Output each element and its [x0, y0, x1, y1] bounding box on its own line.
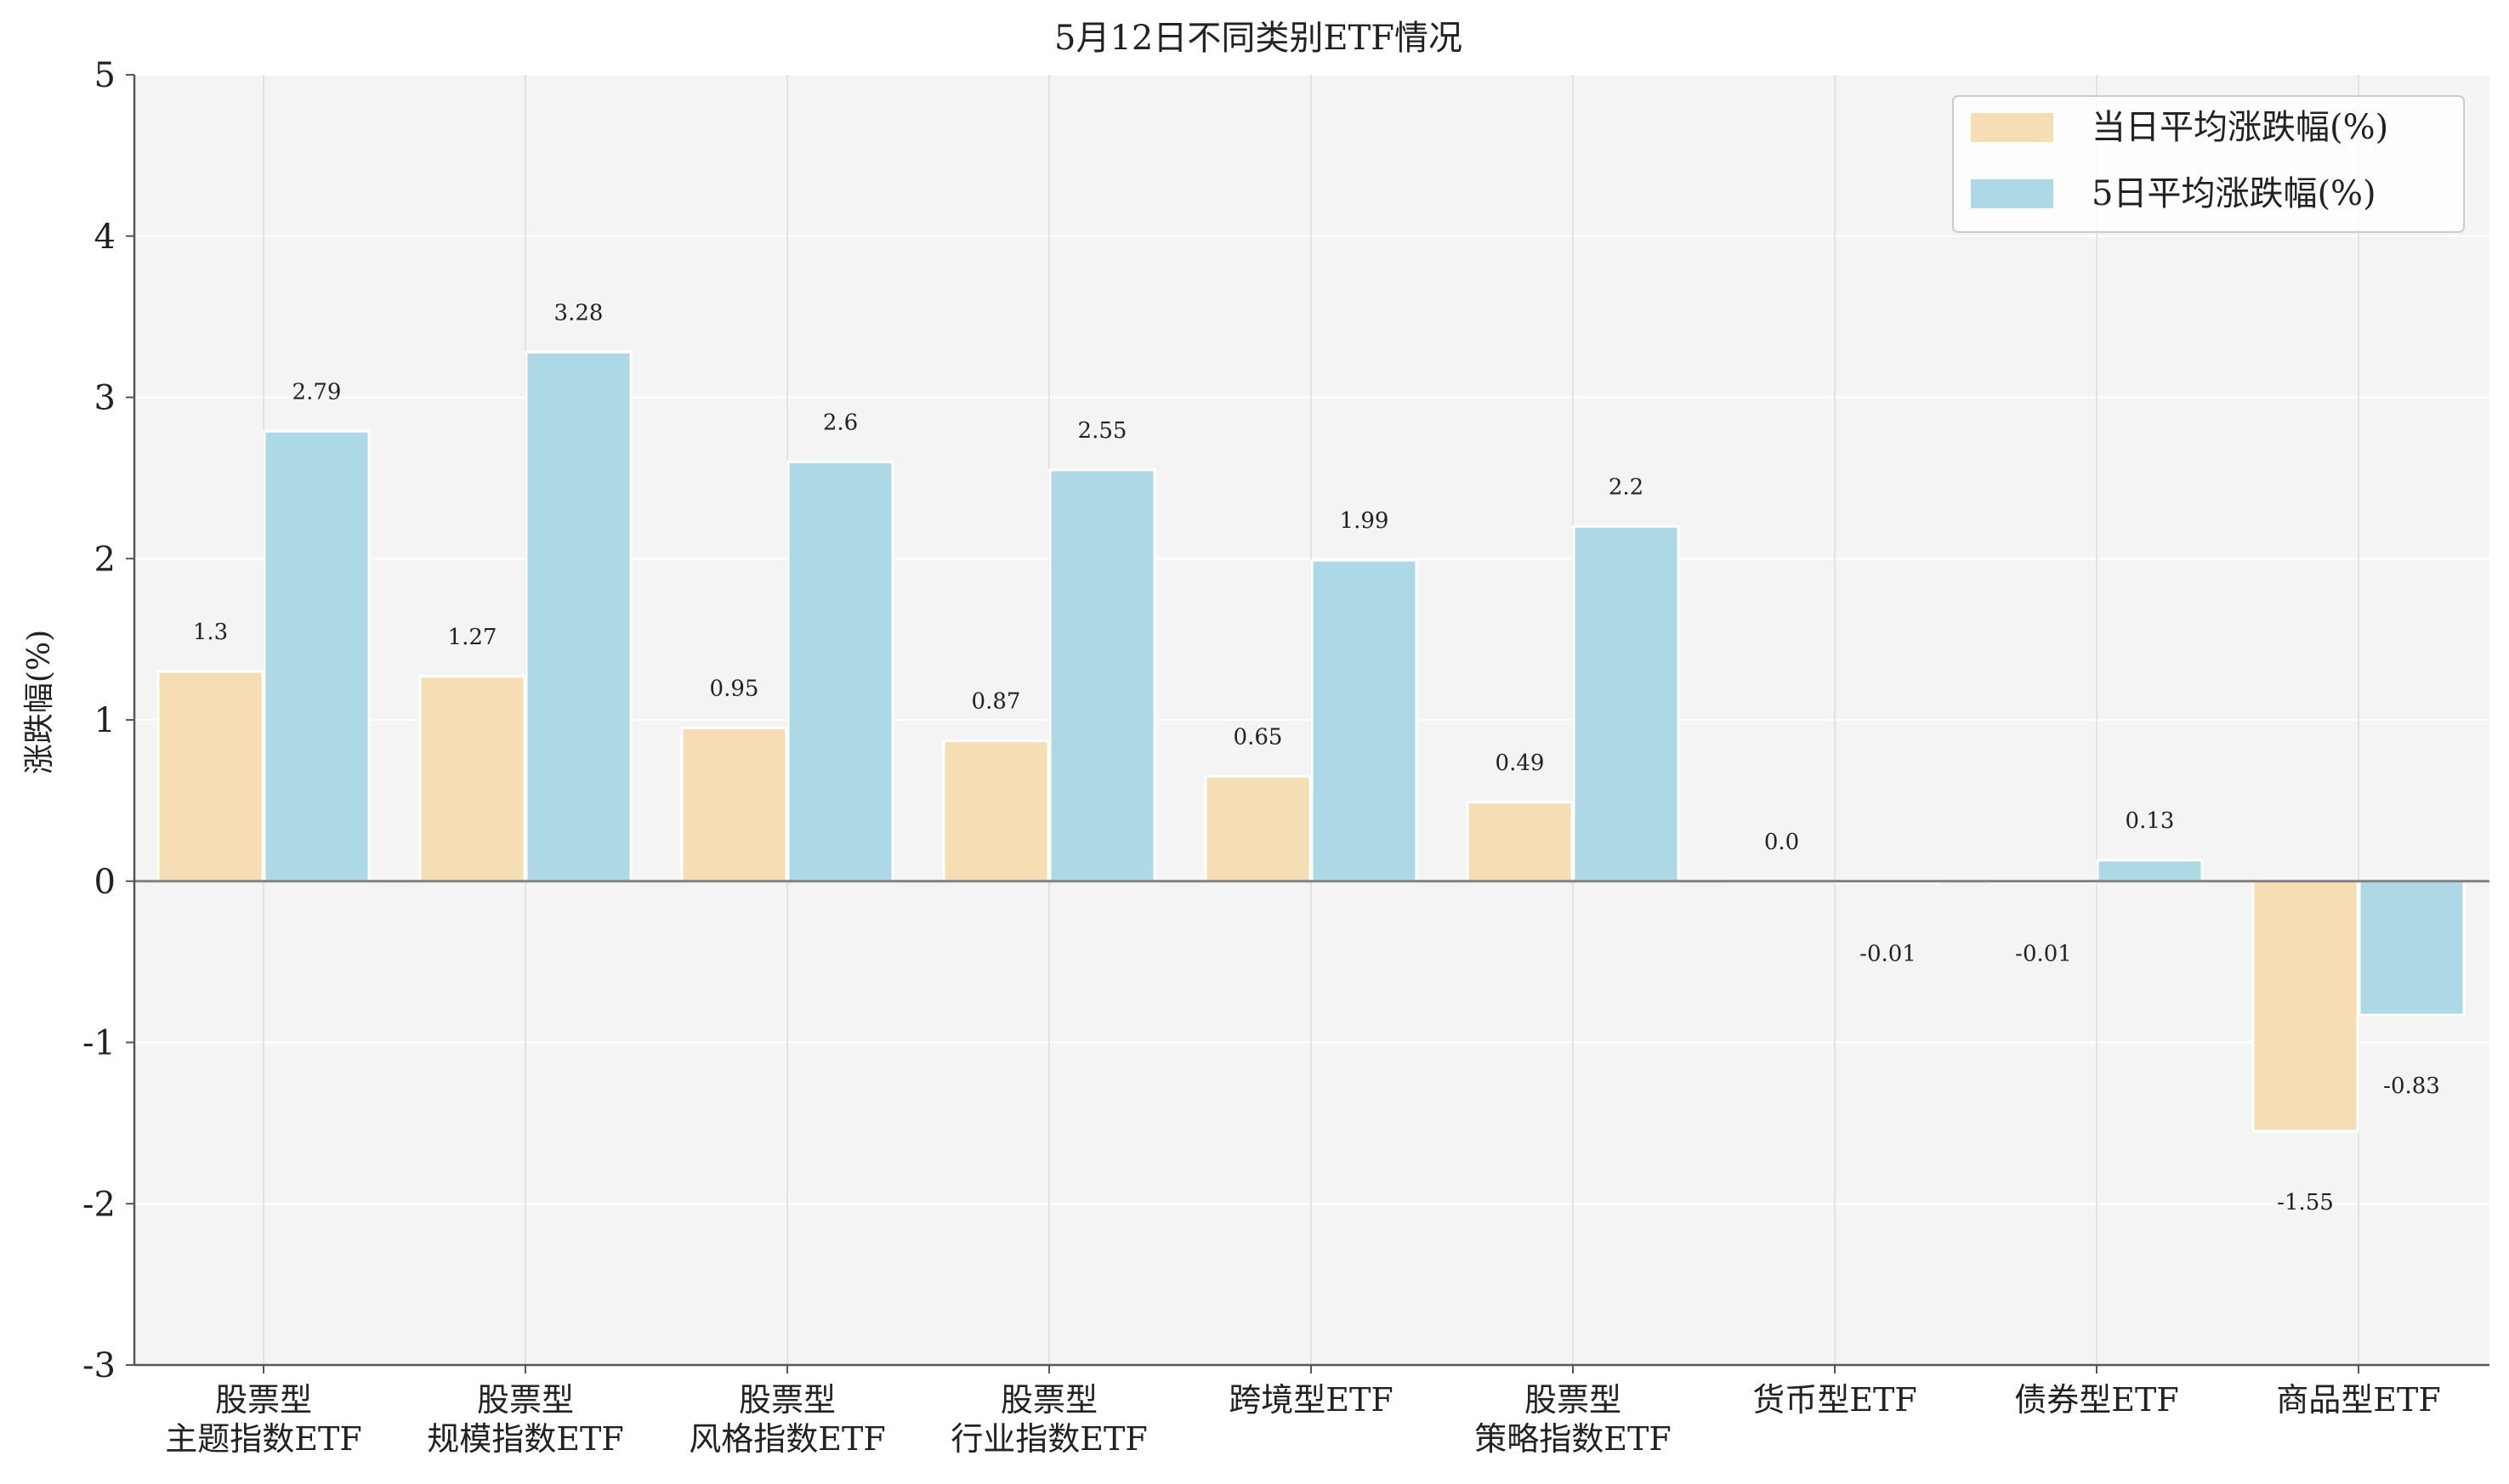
y-tick-label-6: 3	[94, 379, 116, 418]
bar-labels: 1.3 1.27 0.95 0.87 0.65 0.49 0.0 -0.01 -1.55 2.79…	[193, 300, 2440, 1215]
data-label-s1-c6: -0.01	[1859, 942, 1916, 967]
y-tick-label-0: -3	[82, 1346, 116, 1385]
legend-swatch-0	[1971, 113, 2053, 142]
data-label-s1-c4: 1.99	[1340, 508, 1389, 534]
bar-s0-c4	[1204, 774, 1312, 883]
data-label-s0-c4: 0.65	[1234, 724, 1283, 750]
data-label-s1-c0: 2.79	[292, 379, 342, 405]
x-tick-label-1-0: 股票型	[477, 1381, 574, 1419]
x-tick-label-3-0: 股票型	[1001, 1381, 1098, 1419]
bar-s0-c1	[418, 675, 526, 883]
y-tick-label-1: -2	[82, 1185, 116, 1224]
data-label-s1-c8: -0.83	[2383, 1073, 2440, 1099]
data-label-s1-c5: 2.2	[1609, 474, 1643, 500]
y-tick-label-7: 4	[94, 218, 116, 257]
chart-title: 5月12日不同类别ETF情况	[1054, 19, 1462, 58]
x-tick-label-6-0: 货币型ETF	[1752, 1381, 1916, 1419]
bar-s1-c7	[2096, 858, 2204, 883]
bar-s0-c0	[156, 670, 264, 883]
x-tick-label-2-0: 股票型	[739, 1381, 836, 1419]
x-tick-label-0-1: 主题指数ETF	[165, 1420, 361, 1458]
x-tick-label-5-1: 策略指数ETF	[1474, 1420, 1671, 1458]
x-tick-label-3-1: 行业指数ETF	[951, 1420, 1147, 1458]
bar-s0-c8	[2251, 880, 2359, 1133]
data-label-s1-c2: 2.6	[823, 410, 858, 435]
bar-s1-c2	[786, 460, 894, 883]
legend: 当日平均涨跌幅(%) 5日平均涨跌幅(%)	[1952, 95, 2465, 233]
y-tick-label-4: 1	[94, 701, 116, 740]
data-label-s1-c3: 2.55	[1078, 418, 1127, 444]
bar-s1-c4	[1310, 558, 1418, 883]
bars	[156, 350, 2466, 1133]
bar-s0-c3	[942, 739, 1050, 883]
x-tick-label-5-0: 股票型	[1524, 1381, 1621, 1419]
x-tick-label-1-1: 规模指数ETF	[427, 1420, 623, 1458]
x-tick-label-0-0: 股票型	[215, 1381, 312, 1419]
x-tick-label-2-1: 风格指数ETF	[689, 1420, 885, 1458]
y-tick-label-5: 2	[94, 540, 116, 579]
x-tick-labels: 股票型主题指数ETF股票型规模指数ETF股票型风格指数ETF股票型行业指数ETF…	[165, 1365, 2441, 1458]
data-label-s0-c0: 1.3	[193, 620, 228, 645]
legend-label-1: 5日平均涨跌幅(%)	[2092, 174, 2376, 213]
y-tick-label-2: -1	[82, 1024, 116, 1063]
bar-s0-c5	[1466, 801, 1574, 883]
data-label-s0-c1: 1.27	[448, 625, 497, 650]
data-label-s0-c7: -0.01	[2015, 942, 2072, 967]
x-tick-label-8-0: 商品型ETF	[2276, 1381, 2440, 1419]
data-label-s0-c6: 0.0	[1764, 830, 1799, 855]
bar-s1-c3	[1048, 468, 1156, 883]
data-label-s0-c8: -1.55	[2277, 1190, 2334, 1215]
data-label-s0-c5: 0.49	[1496, 750, 1545, 776]
data-label-s1-c7: 0.13	[2126, 808, 2175, 834]
legend-swatch-1	[1971, 179, 2053, 208]
x-tick-label-4-0: 跨境型ETF	[1229, 1381, 1393, 1419]
data-label-s1-c1: 3.28	[554, 300, 604, 326]
bar-s1-c1	[525, 350, 633, 883]
bar-s1-c8	[2358, 880, 2466, 1017]
legend-box	[1952, 95, 2465, 233]
y-axis-label: 涨跌幅(%)	[22, 630, 57, 774]
bar-s0-c2	[680, 726, 788, 883]
y-tick-label-3: 0	[94, 863, 116, 902]
data-label-s0-c2: 0.95	[710, 676, 759, 701]
y-tick-label-8: 5	[94, 56, 116, 95]
y-tick-labels: -3 -2 -1 0 1 2 3 4 5	[82, 56, 134, 1385]
data-label-s0-c3: 0.87	[972, 689, 1021, 715]
bar-s1-c5	[1572, 524, 1680, 883]
x-tick-label-7-0: 债券型ETF	[2014, 1381, 2178, 1419]
legend-label-0: 当日平均涨跌幅(%)	[2092, 108, 2388, 147]
bar-s1-c0	[263, 429, 371, 883]
